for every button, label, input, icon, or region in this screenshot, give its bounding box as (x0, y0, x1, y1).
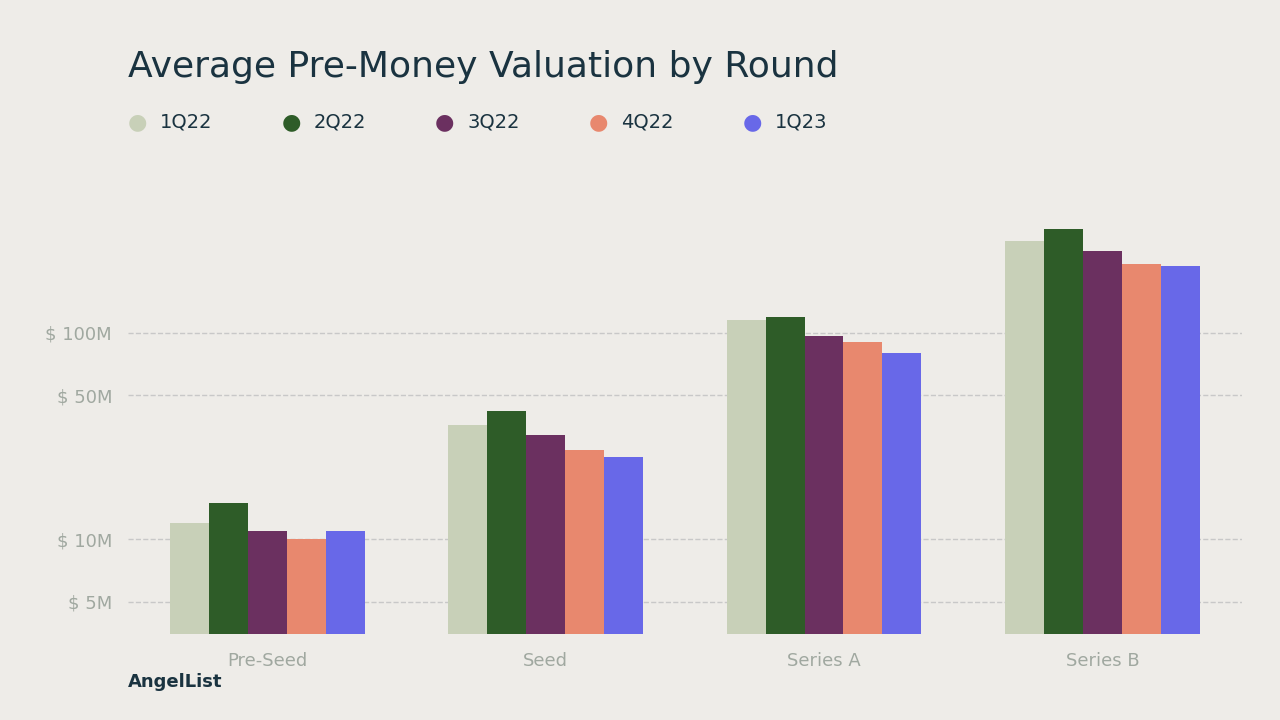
Bar (526, 435, 564, 720)
Bar (1083, 251, 1121, 720)
Bar (727, 320, 765, 720)
Bar (765, 317, 805, 720)
Text: ●: ● (589, 112, 608, 132)
Bar (248, 531, 287, 720)
Text: 4Q22: 4Q22 (621, 113, 673, 132)
Bar (844, 343, 882, 720)
Bar (1044, 229, 1083, 720)
Bar (287, 539, 325, 720)
Bar (448, 425, 488, 720)
Text: ●: ● (282, 112, 301, 132)
Bar (1161, 266, 1199, 720)
Text: Average Pre-Money Valuation by Round: Average Pre-Money Valuation by Round (128, 50, 838, 84)
Text: ●: ● (742, 112, 762, 132)
Text: 2Q22: 2Q22 (314, 113, 366, 132)
Text: 1Q22: 1Q22 (160, 113, 212, 132)
Text: ●: ● (435, 112, 454, 132)
Bar (882, 353, 922, 720)
Bar (805, 336, 844, 720)
Bar (488, 410, 526, 720)
Bar (170, 523, 209, 720)
Text: AngelList: AngelList (128, 673, 223, 691)
Text: ●: ● (128, 112, 147, 132)
Bar (1121, 264, 1161, 720)
Bar (325, 531, 365, 720)
Bar (564, 450, 604, 720)
Bar (1005, 240, 1044, 720)
Text: 1Q23: 1Q23 (774, 113, 827, 132)
Text: 3Q22: 3Q22 (467, 113, 520, 132)
Bar (209, 503, 248, 720)
Bar (604, 457, 643, 720)
